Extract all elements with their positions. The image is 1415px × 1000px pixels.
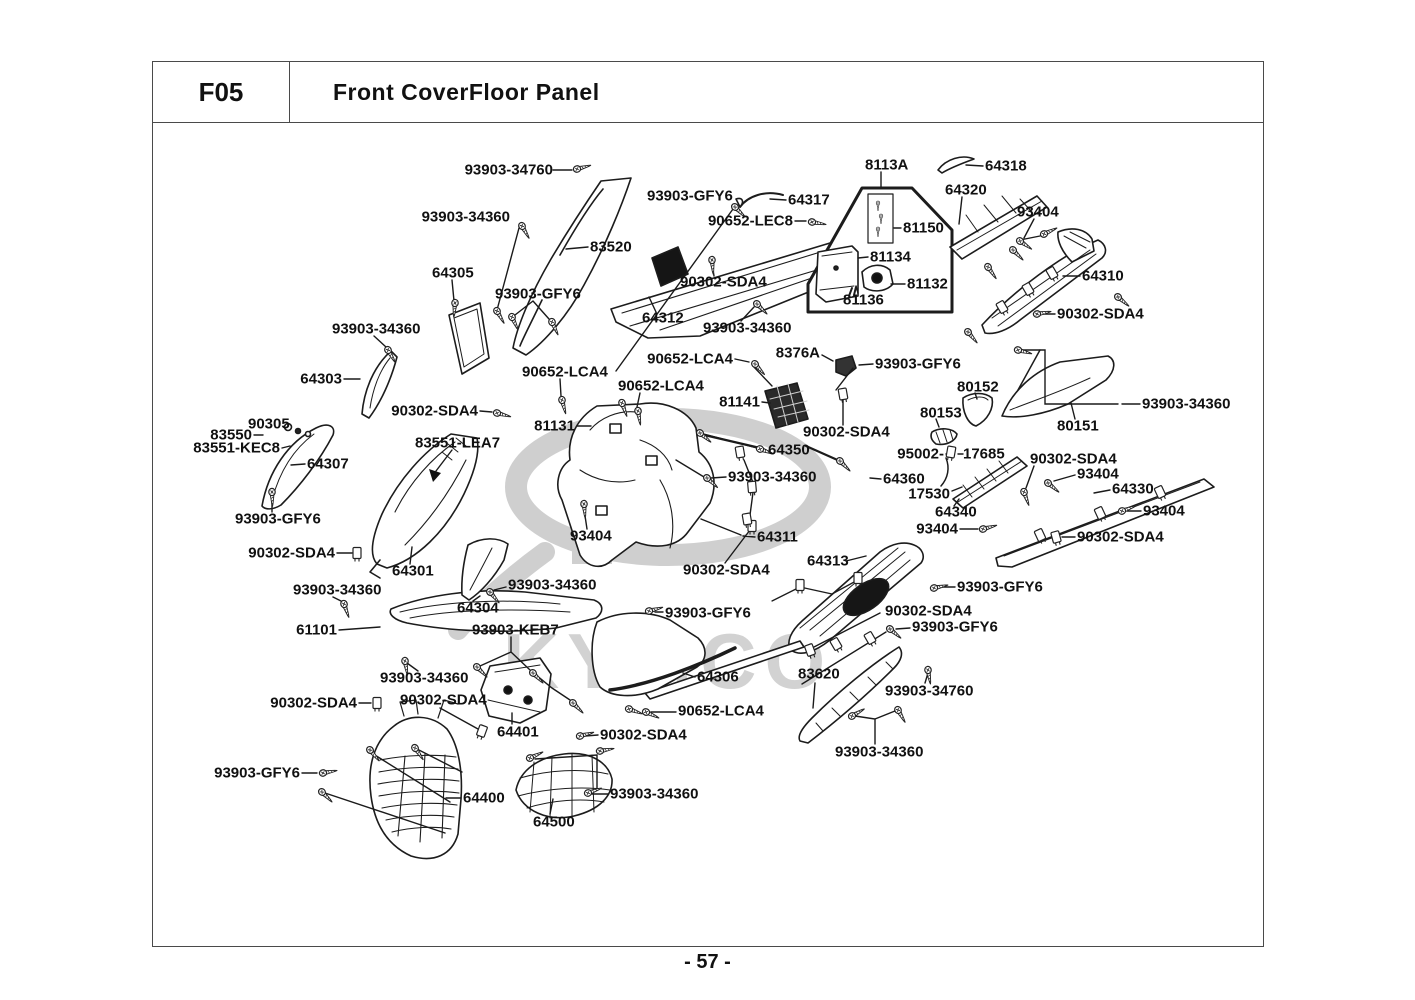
clip-icon <box>795 578 805 595</box>
part-64318-drawing <box>937 156 975 174</box>
screw-icon <box>1032 307 1053 319</box>
screw-icon <box>892 704 909 725</box>
part-90305-drawing <box>283 422 312 438</box>
part-64360-drawing <box>804 444 844 464</box>
part-64330-drawing <box>995 478 1215 568</box>
header-bar: Front CoverFloor Panel <box>288 61 1264 123</box>
screw-icon <box>1013 345 1034 358</box>
page-title: Front CoverFloor Panel <box>333 78 600 105</box>
screw-icon <box>884 623 904 642</box>
clip-icon <box>746 480 758 497</box>
part-17685-drawing <box>940 457 949 487</box>
screw-icon <box>749 358 768 378</box>
part-8376A-drawing <box>835 355 857 377</box>
screw-icon <box>1112 291 1132 310</box>
screw-icon <box>640 706 662 722</box>
clip-icon <box>474 723 489 741</box>
part-64313-drawing <box>788 542 924 654</box>
leader-lines <box>253 164 1142 834</box>
part-81131-drawing <box>557 402 857 602</box>
screw-icon <box>471 661 491 681</box>
part-64310-drawing <box>981 228 1107 335</box>
part-64500-drawing <box>515 752 613 819</box>
clip-icon <box>352 546 362 563</box>
part-64304-drawing <box>461 538 509 601</box>
screw-icon <box>623 704 645 718</box>
screw-icon <box>962 326 981 346</box>
part-64301-drawing <box>369 433 479 579</box>
screw-icon <box>834 455 854 475</box>
screw-icon <box>516 220 533 241</box>
arrow-head-icon <box>429 469 441 482</box>
part-64303-drawing <box>361 350 398 419</box>
screw-icon <box>318 766 339 778</box>
clip-icon <box>734 445 747 462</box>
screw-icon <box>1007 244 1027 264</box>
part-83520-drawing <box>512 177 632 356</box>
screw-icon <box>572 161 593 174</box>
screw-icon <box>575 728 596 741</box>
part-64400-drawing <box>369 699 463 860</box>
screw-icon <box>557 395 570 416</box>
screw-icon <box>982 261 1000 282</box>
part-80151-drawing <box>1001 349 1115 418</box>
part-64340-drawing <box>952 456 1028 509</box>
screw-icon <box>707 255 718 276</box>
screw-icon <box>492 408 513 421</box>
part-80152-drawing <box>962 392 994 427</box>
clip-icon <box>944 445 957 462</box>
screw-icon <box>1019 486 1033 508</box>
part-83620-drawing <box>798 646 903 744</box>
section-code: F05 <box>152 61 290 123</box>
screw-icon <box>400 656 412 677</box>
part-64317-drawing <box>735 192 784 208</box>
screw-icon <box>1042 477 1062 496</box>
part-64401-drawing <box>480 657 552 724</box>
screw-icon <box>1038 224 1060 240</box>
part-81134-drawing <box>815 245 859 303</box>
part-64306-drawing <box>591 612 805 700</box>
screw-icon <box>978 521 999 534</box>
part-81141-drawing <box>764 382 810 429</box>
screw-icon <box>644 603 665 616</box>
page-number: - 57 - <box>684 951 731 973</box>
clip-icon <box>372 696 382 713</box>
part-64305-drawing <box>448 302 490 375</box>
screw-icon <box>807 217 828 229</box>
part-81136-drawing <box>848 286 857 297</box>
part-80153-drawing <box>930 428 958 446</box>
screw-icon <box>595 744 616 756</box>
screw-icon <box>339 598 353 620</box>
part-8113A-inset-box <box>806 186 954 314</box>
screw-icon <box>491 305 508 326</box>
part-64320-drawing <box>949 195 1048 260</box>
